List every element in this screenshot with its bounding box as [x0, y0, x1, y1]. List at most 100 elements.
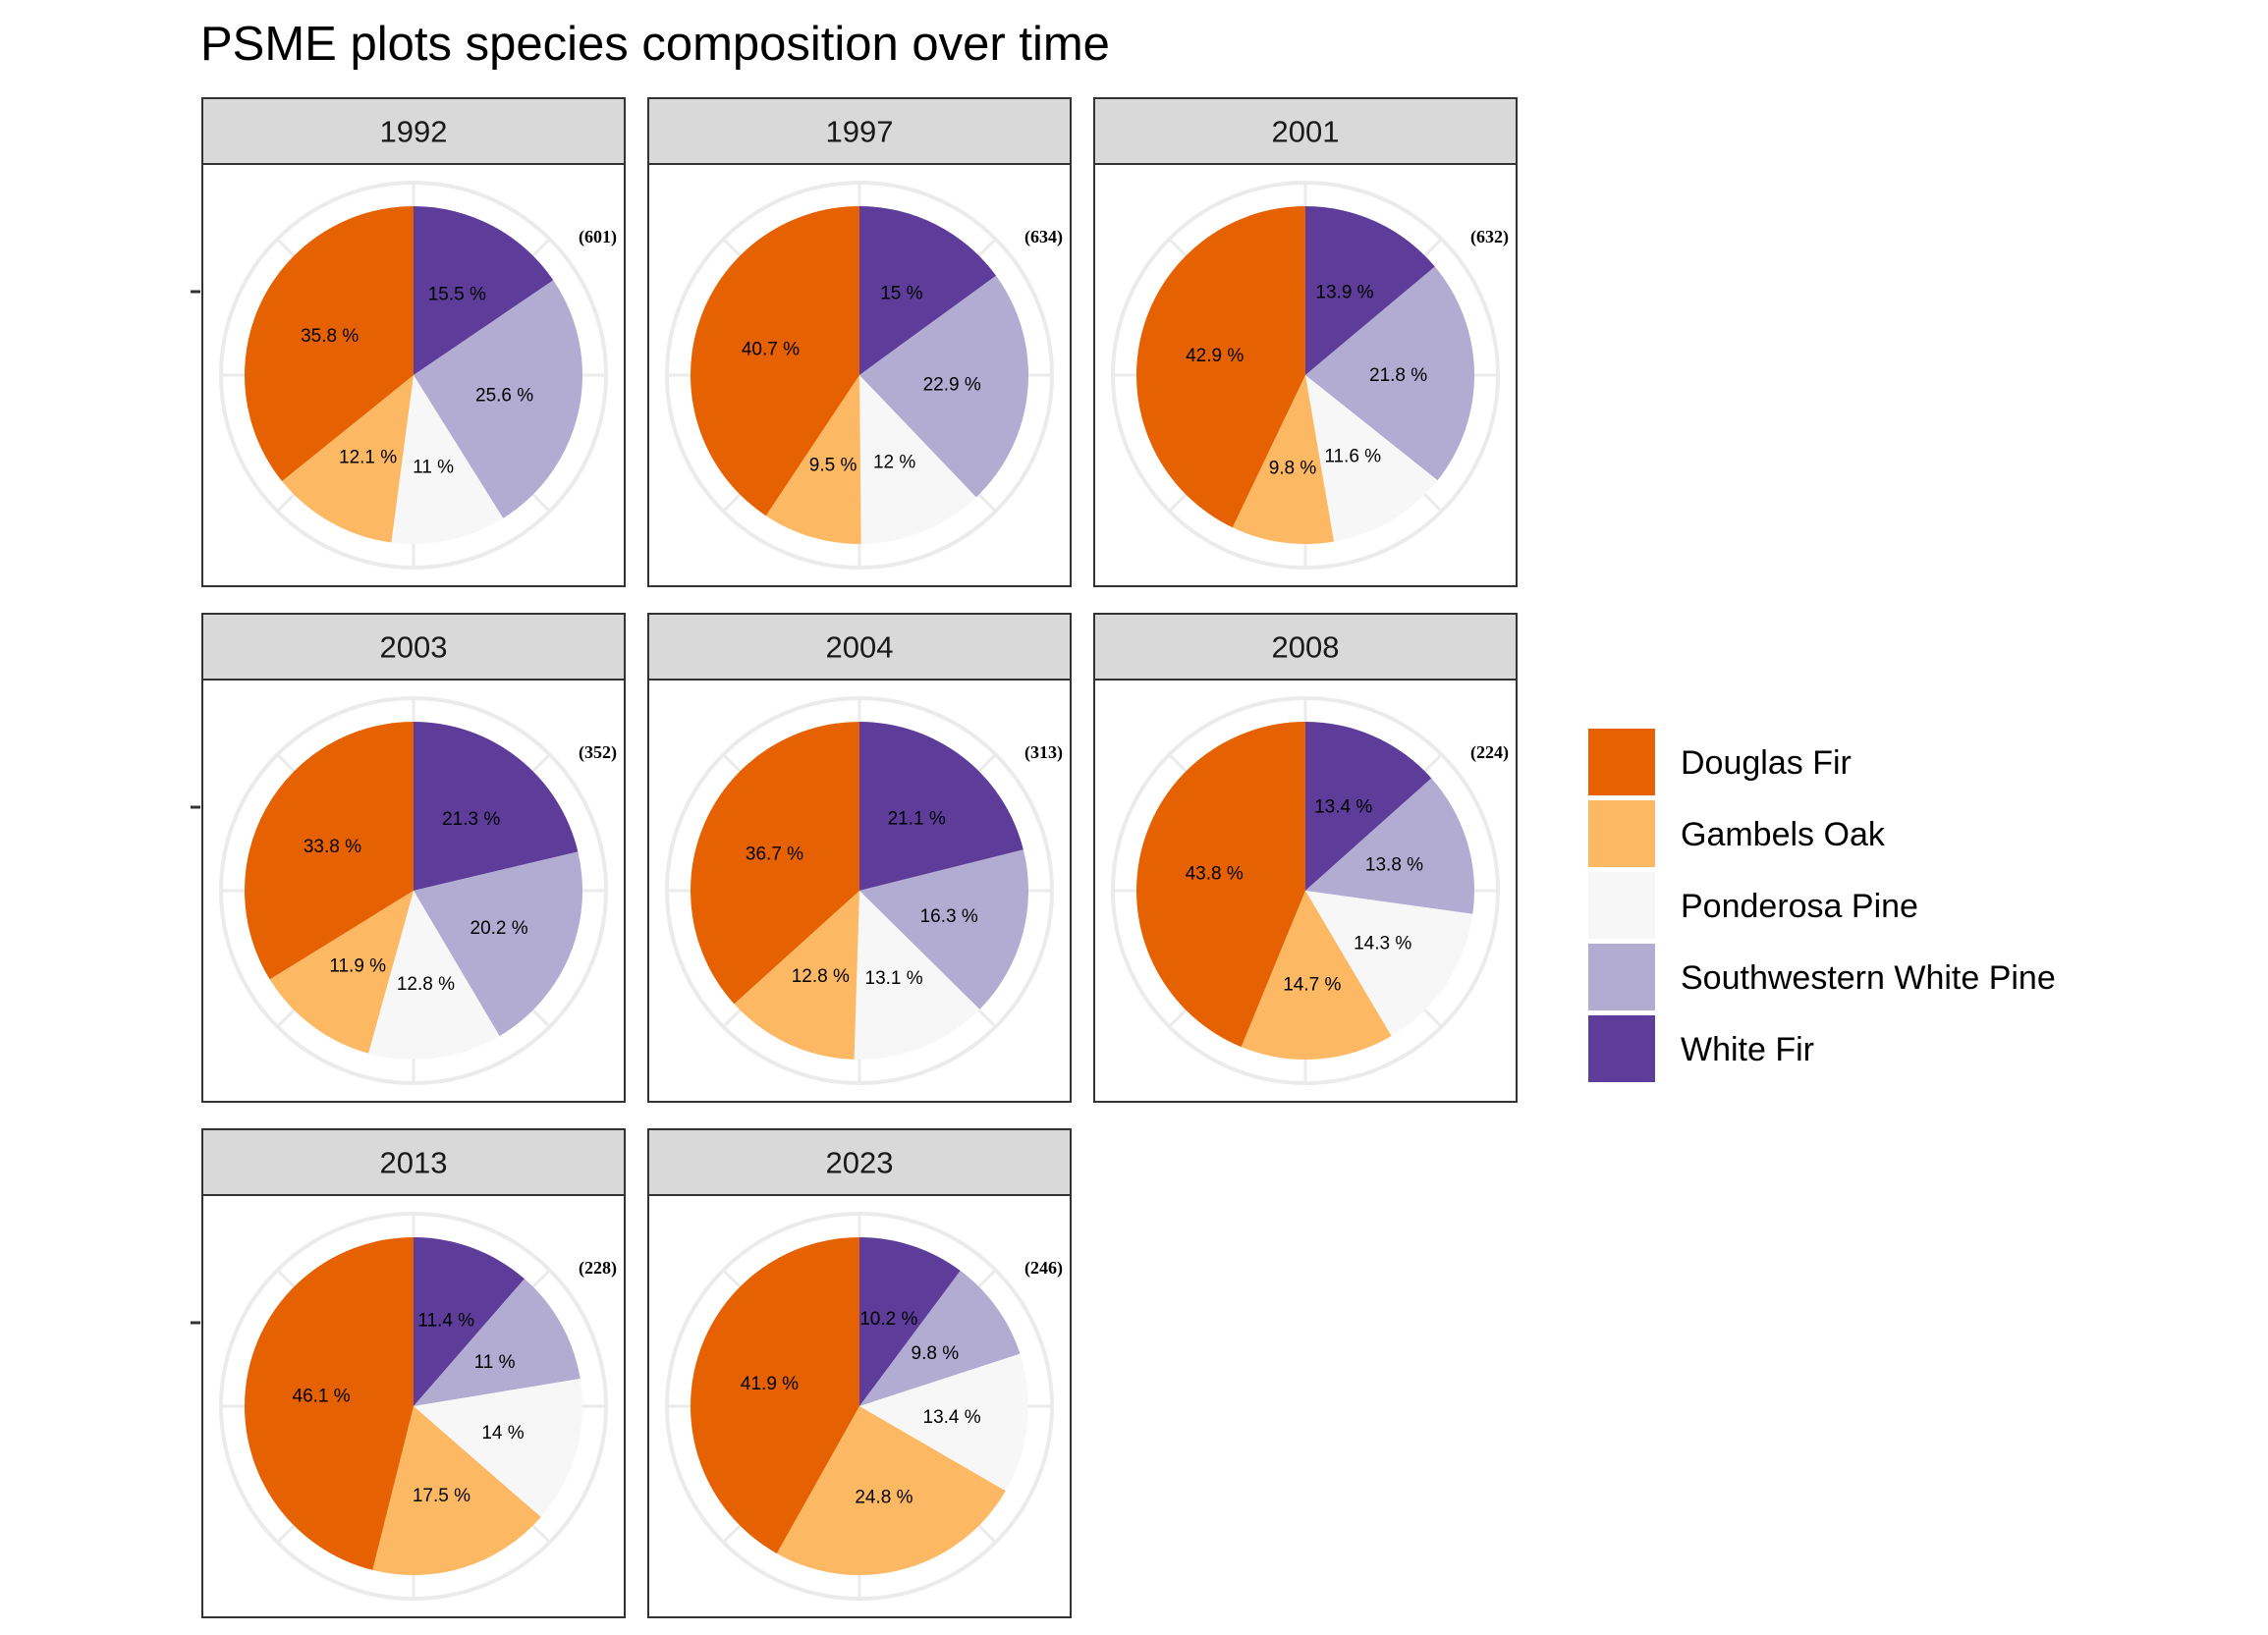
facet-strip-label: 1992 [380, 115, 448, 149]
pie-slice-douglas-fir [245, 1237, 414, 1570]
slice-label-douglas-fir: 33.8 % [304, 837, 361, 857]
slice-label-southwestern-white-pine: 25.6 % [475, 386, 533, 407]
slice-label-southwestern-white-pine: 21.8 % [1369, 365, 1427, 386]
slice-label-gambels-oak: 11.9 % [329, 956, 386, 977]
tree-count-label: (632) [1470, 227, 1509, 247]
facet-strip-label: 2003 [380, 630, 448, 665]
slice-label-white-fir: 21.3 % [442, 809, 500, 830]
facet-strip-label: 2001 [1272, 115, 1340, 149]
legend-label: White Fir [1681, 1031, 1814, 1068]
pie-slice-douglas-fir [691, 1237, 859, 1553]
facet-strip-label: 2013 [380, 1146, 448, 1180]
facet-strip [1093, 97, 1518, 165]
legend-key [1588, 944, 1655, 1010]
facet-2008: 2008 13.4 % 13.8 % 14.3 % 14.7 % 43.8 % (224) [1093, 613, 1518, 1103]
slice-label-gambels-oak: 12.8 % [792, 966, 850, 987]
tree-count-label: (228) [579, 1258, 617, 1279]
slice-label-douglas-fir: 35.8 % [301, 326, 359, 347]
pie-slice-douglas-fir [690, 205, 859, 517]
tree-count-label: (313) [1024, 742, 1063, 763]
tree-count-label: (246) [1024, 1258, 1063, 1279]
slice-label-ponderosa-pine: 11 % [413, 457, 454, 477]
pie-slice-white-fir [1305, 206, 1435, 375]
slice-label-southwestern-white-pine: 13.8 % [1365, 855, 1423, 876]
pie-slice-white-fir [859, 722, 1023, 891]
pie-slice-ponderosa-pine [368, 891, 500, 1061]
pie-slice-white-fir [1305, 722, 1432, 891]
legend-label: Gambels Oak [1681, 816, 1886, 853]
pie-slice-white-fir [414, 1237, 525, 1406]
slice-label-douglas-fir: 36.7 % [746, 845, 803, 865]
slice-label-ponderosa-pine: 12.8 % [397, 974, 455, 995]
legend-key [1588, 1015, 1655, 1082]
slice-label-douglas-fir: 46.1 % [293, 1386, 351, 1406]
slice-label-white-fir: 11.4 % [417, 1310, 474, 1331]
slice-label-gambels-oak: 17.5 % [413, 1486, 470, 1506]
pie-slice-southwestern-white-pine [859, 1271, 1021, 1406]
legend-label: Southwestern White Pine [1681, 959, 2056, 997]
pie-slice-gambels-oak [765, 375, 861, 544]
slice-label-white-fir: 15 % [880, 284, 922, 304]
facet-strip [201, 1128, 626, 1196]
pie-slice-ponderosa-pine [1305, 891, 1473, 1037]
facet-strip-label: 1997 [826, 115, 894, 149]
pie-slice-ponderosa-pine [859, 1353, 1028, 1492]
pie-slice-gambels-oak [282, 375, 414, 543]
legend-key [1588, 872, 1655, 939]
pie-slice-southwestern-white-pine [859, 275, 1029, 498]
slice-label-ponderosa-pine: 14 % [481, 1423, 524, 1444]
slice-label-gambels-oak: 24.8 % [855, 1487, 913, 1507]
facet-strip-label: 2004 [826, 630, 894, 665]
pie-slice-ponderosa-pine [414, 1379, 582, 1517]
slice-label-southwestern-white-pine: 20.2 % [470, 918, 528, 939]
pie-slice-gambels-oak [372, 1406, 541, 1575]
pie-slice-southwestern-white-pine [414, 1279, 581, 1406]
facet-strip [647, 1128, 1072, 1196]
legend: Douglas Fir Gambels Oak Ponderosa Pine Sout… [1588, 729, 2056, 1082]
slice-label-white-fir: 10.2 % [859, 1309, 917, 1330]
slice-label-southwestern-white-pine: 9.8 % [912, 1343, 960, 1364]
slice-label-white-fir: 21.1 % [888, 808, 946, 829]
pie-slice-douglas-fir [245, 722, 414, 980]
slice-label-ponderosa-pine: 12 % [873, 453, 915, 473]
legend-item-southwestern-white-pine: Southwestern White Pine [1588, 944, 2056, 1010]
pie-slice-gambels-oak [1241, 891, 1392, 1060]
slice-label-gambels-oak: 14.7 % [1283, 974, 1341, 995]
pie-slice-gambels-oak [269, 891, 414, 1054]
facet-strip [201, 613, 626, 681]
pie-slice-southwestern-white-pine [1305, 266, 1475, 481]
slice-label-southwestern-white-pine: 11 % [474, 1352, 516, 1373]
pie-slice-southwestern-white-pine [1305, 778, 1474, 914]
tree-count-label: (352) [579, 742, 617, 763]
legend-item-douglas-fir: Douglas Fir [1588, 729, 1852, 795]
legend-label: Ponderosa Pine [1681, 888, 1918, 925]
slice-label-gambels-oak: 9.5 % [809, 456, 857, 476]
pie-slice-douglas-fir [1136, 722, 1305, 1048]
slice-label-gambels-oak: 12.1 % [339, 448, 397, 468]
legend-label: Douglas Fir [1681, 744, 1852, 782]
pie-slice-gambels-oak [776, 1406, 1006, 1576]
facet-strip-label: 2023 [826, 1146, 894, 1180]
pie-slice-southwestern-white-pine [414, 280, 583, 518]
pie-slice-white-fir [859, 1237, 961, 1406]
legend-item-ponderosa-pine: Ponderosa Pine [1588, 872, 1918, 939]
slice-label-southwestern-white-pine: 22.9 % [923, 375, 981, 396]
pie-slice-white-fir [859, 206, 997, 375]
legend-key [1588, 800, 1655, 867]
pie-slice-southwestern-white-pine [859, 849, 1028, 1009]
slice-label-douglas-fir: 43.8 % [1186, 864, 1244, 885]
pie-slice-southwestern-white-pine [414, 851, 582, 1037]
slice-label-ponderosa-pine: 11.6 % [1324, 446, 1381, 466]
tree-count-label: (634) [1024, 227, 1063, 247]
legend-key [1588, 729, 1655, 795]
pie-slice-ponderosa-pine [391, 375, 504, 544]
tree-count-label: (224) [1470, 742, 1509, 763]
chart-title: PSME plots species composition over time [200, 18, 1110, 71]
facet-2013: 2013 11.4 %11 % 14 % 17.5 % 46.1 % (228) [191, 1128, 626, 1618]
slice-label-gambels-oak: 9.8 % [1269, 459, 1317, 479]
pie-slice-douglas-fir [1135, 206, 1305, 528]
facet-1992: 1992 15.5 % 25.6 % 11 % 12.1 % 35.8 % (601) [191, 97, 626, 587]
legend-item-white-fir: White Fir [1588, 1015, 1814, 1082]
pie-slice-ponderosa-pine [854, 891, 980, 1061]
